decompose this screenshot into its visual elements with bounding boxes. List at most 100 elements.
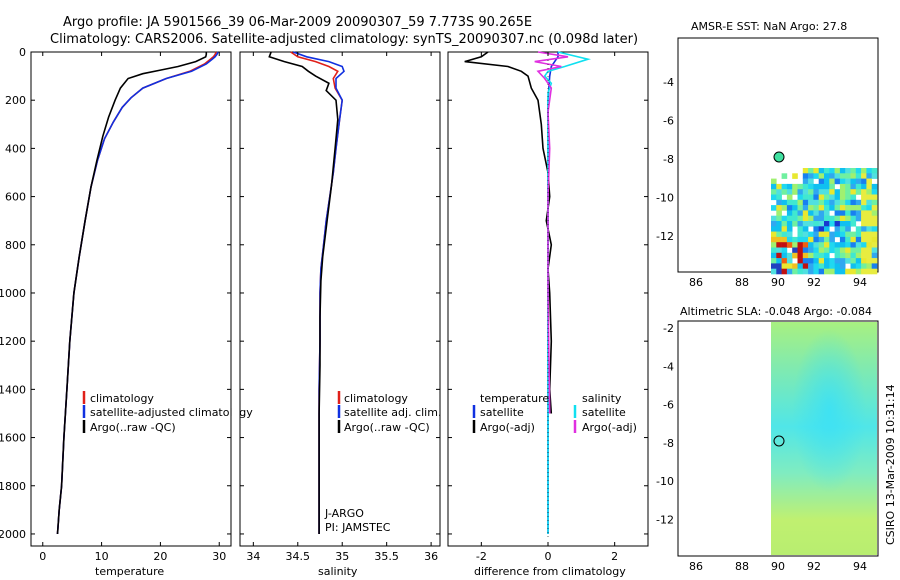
salinity-xlabel: salinity bbox=[318, 565, 358, 578]
sst-cell bbox=[829, 268, 835, 275]
sst-cell bbox=[818, 247, 825, 254]
sst-cell bbox=[781, 173, 788, 179]
sst-cell bbox=[818, 189, 825, 195]
sst-cell bbox=[829, 263, 835, 269]
sst-cell bbox=[771, 183, 777, 190]
sst-cell bbox=[866, 189, 872, 195]
sst-cell bbox=[866, 183, 872, 190]
sst-cell bbox=[781, 247, 788, 254]
sst-cell bbox=[871, 168, 878, 174]
sst-cell bbox=[839, 242, 846, 248]
sst-cell bbox=[855, 247, 862, 254]
sst-cell bbox=[771, 205, 777, 211]
sst-cell bbox=[776, 263, 782, 269]
sst-cell bbox=[792, 242, 798, 248]
sst-cell bbox=[850, 199, 857, 206]
map-y-tick-label: -12 bbox=[656, 230, 674, 243]
sst-cell bbox=[824, 236, 830, 243]
sst-cell bbox=[776, 231, 782, 238]
difference-lines bbox=[464, 51, 592, 540]
sst-cell bbox=[824, 183, 830, 190]
sst-heatmap-cells bbox=[771, 168, 878, 275]
sst-cell bbox=[839, 268, 846, 275]
legend-label-sal-satellite: satellite bbox=[582, 406, 626, 419]
sst-cell bbox=[776, 205, 782, 211]
sst-cell bbox=[776, 194, 782, 201]
sst-cell bbox=[850, 210, 857, 216]
sst-cell bbox=[834, 173, 841, 179]
sst-cell bbox=[824, 221, 830, 227]
sst-cell bbox=[850, 168, 857, 174]
legend-label-climatology: climatology bbox=[344, 392, 408, 405]
sst-cell bbox=[781, 263, 788, 269]
depth-tick-label: 200 bbox=[5, 94, 26, 107]
sst-cell bbox=[824, 199, 830, 206]
sst-cell bbox=[861, 183, 867, 190]
map-x-tick-label: 88 bbox=[735, 276, 749, 289]
sst-cell bbox=[871, 194, 878, 201]
sst-cell bbox=[829, 194, 835, 201]
sst-cell bbox=[855, 231, 862, 238]
sst-cell bbox=[818, 199, 825, 206]
sst-cell bbox=[834, 258, 841, 264]
sst-cell bbox=[776, 221, 782, 227]
sst-cell bbox=[813, 252, 819, 259]
depth-tick-label: 1200 bbox=[0, 335, 26, 348]
sst-cell bbox=[834, 189, 841, 195]
sst-cell bbox=[802, 205, 809, 211]
salinity-panel-frame bbox=[239, 51, 441, 547]
sst-cell bbox=[829, 205, 835, 211]
sst-cell bbox=[802, 258, 809, 264]
sst-cell bbox=[792, 189, 798, 195]
sst-cell bbox=[861, 199, 867, 206]
sst-cell bbox=[871, 258, 878, 264]
sst-cell bbox=[839, 173, 846, 179]
sst-cell bbox=[797, 263, 804, 269]
sst-cell bbox=[808, 263, 814, 269]
series-line-salinity-satellite bbox=[543, 51, 592, 534]
sst-cell bbox=[839, 258, 846, 264]
sst-cell bbox=[808, 215, 814, 222]
sst-cell bbox=[786, 226, 793, 232]
sst-cell bbox=[781, 258, 788, 264]
sst-cell bbox=[786, 189, 793, 195]
sst-cell bbox=[813, 210, 819, 216]
sst-cell bbox=[829, 221, 835, 227]
sst-cell bbox=[813, 168, 819, 174]
depth-tick-label: 1000 bbox=[0, 287, 26, 300]
sst-cell bbox=[818, 268, 825, 275]
sst-cell bbox=[845, 221, 851, 227]
sst-cell bbox=[866, 199, 872, 206]
sst-cell bbox=[786, 252, 793, 259]
sst-cell bbox=[781, 236, 788, 243]
sst-cell bbox=[802, 199, 809, 206]
sst-cell bbox=[845, 199, 851, 206]
sst-cell bbox=[834, 194, 841, 201]
sst-cell bbox=[802, 215, 809, 222]
sst-cell bbox=[829, 173, 835, 179]
map-x-tick-label: 92 bbox=[807, 560, 821, 573]
sst-cell bbox=[786, 258, 793, 264]
sst-cell bbox=[866, 247, 872, 254]
map-y-tick-label: -4 bbox=[663, 76, 674, 89]
sst-cell bbox=[818, 194, 825, 201]
sst-cell bbox=[802, 247, 809, 254]
sst-cell bbox=[802, 252, 809, 259]
sst-cell bbox=[808, 189, 814, 195]
sst-cell bbox=[834, 199, 841, 206]
sst-cell bbox=[792, 268, 798, 275]
sst-cell bbox=[850, 194, 857, 201]
temperature-panel-frame bbox=[30, 51, 232, 547]
x-tick-label: 10 bbox=[95, 550, 109, 563]
x-tick-label: 0 bbox=[545, 550, 552, 563]
sst-cell bbox=[813, 215, 819, 222]
sst-cell bbox=[839, 231, 846, 238]
sst-cell bbox=[850, 183, 857, 190]
salinity-lines bbox=[268, 51, 345, 534]
sst-cell bbox=[861, 178, 867, 185]
sst-cell bbox=[871, 205, 878, 211]
sst-cell bbox=[808, 194, 814, 201]
sst-cell bbox=[808, 183, 814, 190]
x-tick-label: 34.5 bbox=[286, 550, 311, 563]
depth-tick-label: 1600 bbox=[0, 432, 26, 445]
